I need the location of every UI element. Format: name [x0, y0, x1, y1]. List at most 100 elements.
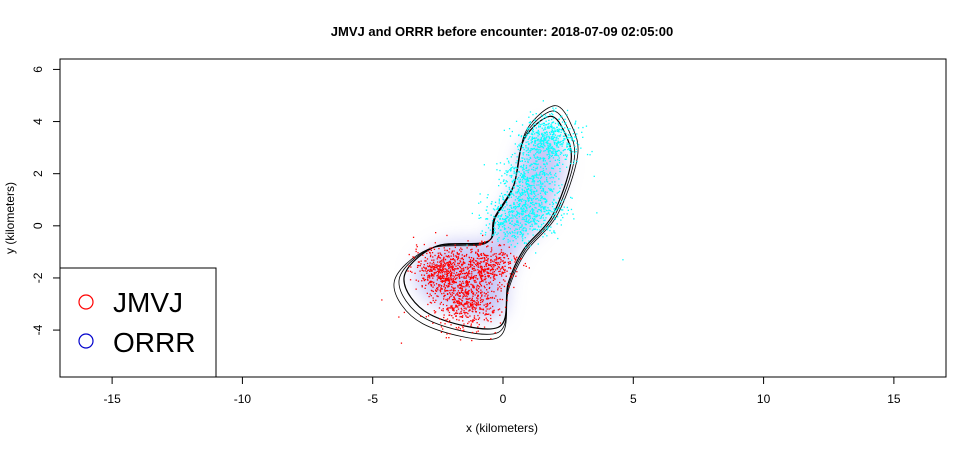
data-point: [465, 308, 467, 310]
data-point: [500, 259, 502, 261]
data-point: [439, 303, 441, 305]
data-point: [544, 163, 546, 166]
data-point: [545, 209, 547, 211]
data-point: [499, 162, 502, 164]
data-point: [487, 291, 489, 293]
data-point: [470, 299, 472, 302]
data-point: [432, 256, 434, 258]
data-point: [517, 199, 520, 201]
data-point: [471, 299, 473, 302]
data-point: [540, 182, 542, 184]
data-point: [462, 259, 464, 261]
data-point: [549, 183, 551, 185]
data-point: [560, 204, 562, 206]
data-point: [526, 127, 529, 129]
data-point: [543, 136, 546, 138]
data-point: [484, 270, 486, 272]
data-point: [435, 232, 437, 234]
data-point: [511, 190, 514, 192]
data-point: [554, 130, 557, 133]
data-point: [504, 194, 507, 196]
data-point: [519, 192, 521, 194]
data-point: [530, 185, 532, 187]
data-point: [432, 299, 434, 302]
data-point: [461, 330, 463, 332]
data-point: [480, 254, 483, 256]
data-point: [557, 146, 560, 148]
data-point: [498, 178, 500, 181]
data-point: [461, 287, 463, 289]
data-point: [511, 210, 513, 212]
data-point: [571, 136, 573, 139]
data-point: [534, 187, 536, 189]
data-point: [472, 286, 474, 288]
data-point: [425, 284, 427, 286]
data-point: [448, 251, 450, 253]
data-point: [427, 303, 429, 306]
data-point: [550, 188, 552, 190]
data-point: [536, 215, 539, 217]
data-point: [574, 136, 576, 138]
data-point: [432, 277, 434, 279]
data-point: [556, 154, 558, 156]
data-point: [538, 229, 541, 231]
data-point: [441, 259, 443, 261]
data-point: [551, 126, 553, 128]
data-point: [446, 318, 449, 320]
data-point: [563, 213, 565, 215]
data-point: [480, 274, 482, 276]
data-point: [444, 290, 446, 292]
data-point: [569, 151, 572, 153]
data-point: [548, 209, 550, 212]
data-point: [461, 288, 463, 290]
data-point: [424, 279, 427, 281]
data-point: [502, 266, 504, 268]
data-point: [500, 273, 502, 275]
data-point: [477, 330, 479, 332]
data-point: [452, 309, 454, 311]
data-point: [546, 178, 548, 181]
data-point: [531, 129, 534, 132]
data-point: [500, 215, 502, 217]
data-point: [446, 308, 448, 310]
data-point: [570, 208, 573, 211]
data-point: [554, 143, 556, 145]
data-point: [473, 276, 475, 278]
data-point: [533, 196, 536, 198]
data-point: [456, 272, 458, 274]
data-point: [429, 301, 431, 304]
data-point: [429, 277, 431, 279]
data-point: [495, 259, 497, 261]
data-point: [553, 199, 555, 201]
data-point: [497, 216, 499, 218]
data-point: [499, 169, 501, 172]
data-point: [518, 176, 520, 179]
data-point: [526, 197, 529, 199]
data-point: [533, 184, 535, 186]
data-point: [522, 228, 524, 230]
data-point: [509, 232, 512, 235]
data-point: [512, 181, 514, 183]
data-point: [532, 131, 535, 133]
data-point: [521, 176, 523, 178]
data-point: [456, 274, 458, 277]
data-point: [459, 302, 461, 304]
data-point: [504, 280, 506, 282]
data-point: [429, 268, 432, 271]
data-point: [484, 259, 486, 261]
data-point: [522, 154, 524, 156]
data-point: [415, 250, 417, 253]
data-point: [563, 131, 565, 134]
data-point: [516, 217, 518, 220]
data-point: [572, 133, 574, 135]
data-point: [472, 259, 474, 262]
data-point: [491, 283, 493, 285]
data-point: [541, 134, 544, 136]
data-point: [464, 292, 466, 294]
data-point: [416, 266, 419, 268]
data-point: [531, 225, 534, 227]
data-point: [458, 319, 460, 321]
data-point: [511, 235, 513, 238]
data-point: [536, 184, 538, 186]
data-point: [585, 125, 588, 127]
